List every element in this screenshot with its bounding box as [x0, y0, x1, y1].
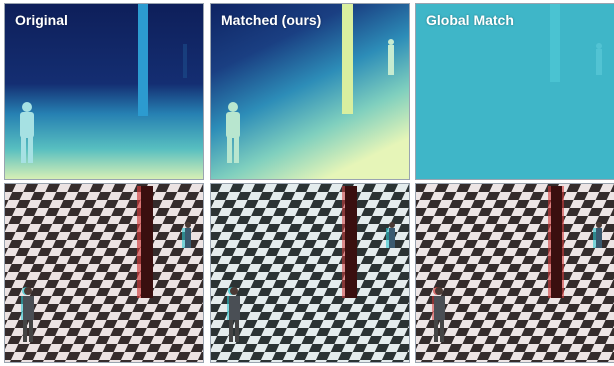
- panel-title: Original: [15, 12, 68, 28]
- depth-map-global: Global Match: [415, 3, 614, 180]
- pillar-depth: [550, 4, 560, 82]
- pillar: [141, 186, 153, 298]
- pillar-depth: [138, 4, 148, 116]
- person-figure: [227, 287, 240, 342]
- anaglyph-scene-image: [5, 184, 203, 362]
- depth-map-image: [416, 4, 614, 179]
- person-figure-far: [386, 222, 395, 248]
- person-depth: [20, 102, 34, 163]
- person-figure: [432, 287, 445, 342]
- person-figure-far: [182, 222, 191, 248]
- pillar: [345, 186, 357, 298]
- depth-map-original: Original: [4, 3, 204, 180]
- anaglyph-scene-image: [211, 184, 409, 362]
- person-depth-far: [388, 39, 394, 75]
- person-depth-far: [596, 43, 602, 75]
- pillar-depth: [342, 4, 353, 114]
- depth-map-matched: Matched (ours): [210, 3, 410, 180]
- panel-original: Original: [4, 3, 204, 363]
- panel-global-match: Global Match: [415, 3, 614, 363]
- anaglyph-scene-matched: [210, 183, 410, 363]
- anaglyph-scene-global: [415, 183, 614, 363]
- panel-title: Matched (ours): [221, 12, 322, 28]
- person-figure-far: [593, 222, 602, 248]
- panel-title: Global Match: [426, 12, 514, 28]
- person-figure: [21, 287, 34, 342]
- person-depth: [226, 102, 240, 163]
- panel-matched: Matched (ours): [210, 3, 410, 363]
- depth-map-image: [211, 4, 409, 179]
- anaglyph-scene-original: [4, 183, 204, 363]
- anaglyph-scene-image: [416, 184, 614, 362]
- depth-map-image: [5, 4, 203, 179]
- pillar: [551, 186, 562, 298]
